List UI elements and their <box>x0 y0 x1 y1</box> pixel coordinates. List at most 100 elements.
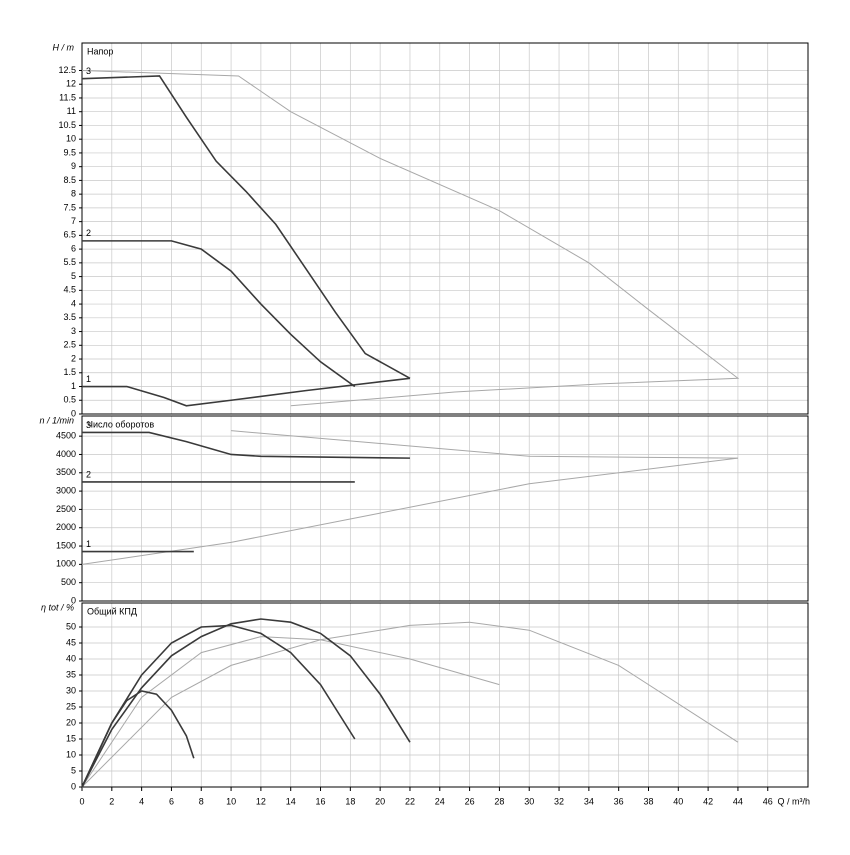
x-tick-label: 6 <box>169 796 174 806</box>
x-tick-label: 14 <box>286 796 296 806</box>
y-tick-label: 10 <box>66 749 76 759</box>
y-tick-label: 0 <box>71 781 76 791</box>
x-tick-label: 4 <box>139 796 144 806</box>
y-tick-label: 0.5 <box>63 395 76 405</box>
y-tick-label: 10.5 <box>58 120 76 130</box>
x-tick-label: 38 <box>643 796 653 806</box>
y-axis-label: n / 1/min <box>39 415 74 425</box>
x-tick-label: 12 <box>256 796 266 806</box>
curve <box>81 457 738 565</box>
panel-title: Напор <box>87 46 113 56</box>
x-tick-label: 18 <box>345 796 355 806</box>
x-tick-label: 32 <box>554 796 564 806</box>
curve <box>81 69 740 407</box>
y-tick-label: 7 <box>71 216 76 226</box>
curve <box>81 636 500 788</box>
y-tick-label: 4500 <box>56 431 76 441</box>
y-tick-label: 4000 <box>56 449 76 459</box>
y-tick-label: 2500 <box>56 504 76 514</box>
x-tick-label: 44 <box>733 796 743 806</box>
curve-label: 1 <box>86 539 91 549</box>
curve-label: 2 <box>86 469 91 479</box>
x-tick-label: 30 <box>524 796 534 806</box>
y-tick-label: 8 <box>71 189 76 199</box>
y-tick-label: 50 <box>66 621 76 631</box>
y-tick-label: 9 <box>71 161 76 171</box>
y-tick-label: 0 <box>71 595 76 605</box>
x-tick-label: 26 <box>465 796 475 806</box>
y-tick-label: 20 <box>66 717 76 727</box>
x-tick-label: 34 <box>584 796 594 806</box>
y-tick-label: 5.5 <box>63 257 76 267</box>
y-tick-label: 45 <box>66 637 76 647</box>
curve <box>81 618 411 788</box>
y-tick-label: 6 <box>71 243 76 253</box>
x-axis-label: Q / m³/h <box>777 796 810 806</box>
curve-label: 3 <box>86 66 91 76</box>
x-tick-label: 0 <box>79 796 84 806</box>
y-tick-label: 11.5 <box>59 92 76 102</box>
y-tick-label: 12 <box>66 79 76 89</box>
curve-label: 3 <box>86 420 91 430</box>
curve <box>81 75 411 379</box>
y-tick-label: 6.5 <box>63 230 76 240</box>
y-tick-label: 4 <box>71 298 76 308</box>
y-tick-label: 4.5 <box>63 285 76 295</box>
y-tick-label: 8.5 <box>63 175 76 185</box>
y-tick-label: 7.5 <box>63 202 76 212</box>
y-tick-label: 5 <box>71 765 76 775</box>
curve <box>81 624 356 788</box>
x-tick-label: 24 <box>435 796 445 806</box>
panel-frame <box>81 602 809 788</box>
curve <box>82 240 356 388</box>
y-tick-label: 2000 <box>56 522 76 532</box>
y-tick-label: 30 <box>66 685 76 695</box>
y-axis-label: H / m <box>53 42 75 52</box>
panel-frame <box>81 42 809 415</box>
curve <box>231 430 738 459</box>
x-tick-label: 16 <box>316 796 326 806</box>
x-tick-label: 36 <box>614 796 624 806</box>
curve <box>82 377 411 407</box>
x-tick-label: 10 <box>226 796 236 806</box>
y-tick-label: 2 <box>71 353 76 363</box>
y-tick-label: 15 <box>66 733 76 743</box>
y-tick-label: 35 <box>66 669 76 679</box>
y-tick-label: 3 <box>71 326 76 336</box>
y-tick-label: 1 <box>71 381 76 391</box>
x-tick-label: 40 <box>673 796 683 806</box>
x-tick-label: 2 <box>109 796 114 806</box>
y-tick-label: 5 <box>71 271 76 281</box>
y-axis-label: η tot / % <box>41 602 74 612</box>
panel-title: Число оборотов <box>87 419 154 429</box>
panel-title: Общий КПД <box>87 606 137 616</box>
x-tick-label: 42 <box>703 796 713 806</box>
y-tick-label: 11 <box>67 106 76 116</box>
curve <box>81 621 739 788</box>
y-tick-label: 1.5 <box>63 367 76 377</box>
y-tick-label: 1000 <box>56 559 76 569</box>
y-tick-label: 2.5 <box>63 340 76 350</box>
curve <box>82 431 410 459</box>
y-tick-label: 3000 <box>56 485 76 495</box>
y-tick-label: 500 <box>61 577 76 587</box>
x-tick-label: 46 <box>763 796 773 806</box>
y-tick-label: 3.5 <box>63 312 76 322</box>
y-tick-label: 9.5 <box>63 147 76 157</box>
curve-label: 2 <box>86 228 91 238</box>
y-tick-label: 1500 <box>56 540 76 550</box>
curve-label: 1 <box>86 374 91 384</box>
x-tick-label: 28 <box>494 796 504 806</box>
y-tick-label: 0 <box>71 408 76 418</box>
x-tick-label: 20 <box>375 796 385 806</box>
y-tick-label: 40 <box>66 653 76 663</box>
y-tick-label: 3500 <box>56 467 76 477</box>
panel-frame <box>81 415 809 602</box>
curve <box>81 690 195 788</box>
y-tick-label: 25 <box>66 701 76 711</box>
x-tick-label: 8 <box>199 796 204 806</box>
y-tick-label: 12.5 <box>58 65 76 75</box>
x-tick-label: 22 <box>405 796 415 806</box>
y-tick-label: 10 <box>66 134 76 144</box>
